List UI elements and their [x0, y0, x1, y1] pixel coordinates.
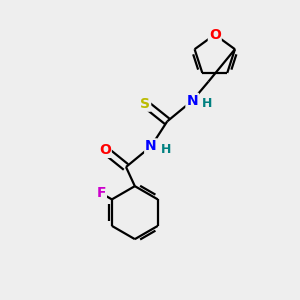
Text: F: F — [96, 186, 106, 200]
Text: S: S — [140, 97, 150, 111]
Text: O: O — [99, 143, 111, 157]
Text: N: N — [145, 140, 157, 153]
Text: N: N — [186, 94, 198, 108]
Text: O: O — [209, 28, 221, 42]
Text: H: H — [202, 97, 212, 110]
Text: H: H — [160, 143, 171, 156]
